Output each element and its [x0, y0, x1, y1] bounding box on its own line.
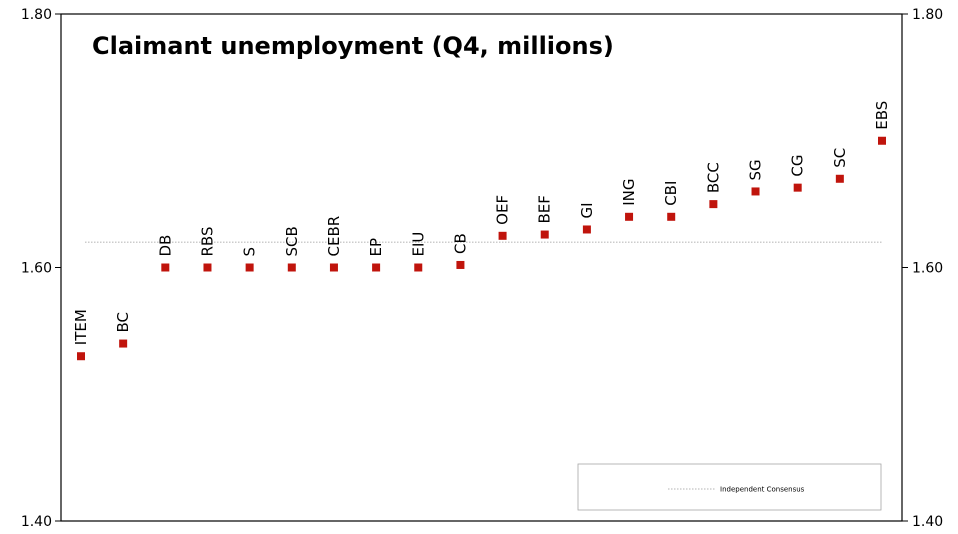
point-label-cbi: CBI — [662, 181, 680, 206]
point-label-item: ITEM — [72, 309, 90, 345]
point-label-cebr: CEBR — [325, 216, 343, 257]
point-label-gi: GI — [578, 202, 596, 218]
point-ep — [372, 263, 381, 272]
point-label-sg: SG — [747, 159, 765, 180]
point-label-ebs: EBS — [873, 101, 891, 130]
axis-ticks: 1.40 1.40 1.60 1.60 1.80 1.80 — [21, 7, 943, 530]
point-label-sc: SC — [831, 148, 849, 168]
point-bcc — [709, 200, 718, 209]
point-label-cb: CB — [451, 233, 469, 254]
point-label-oef: OEF — [494, 195, 512, 225]
point-gi — [582, 225, 591, 234]
point-db — [161, 263, 170, 272]
point-scb — [287, 263, 296, 272]
point-cbi — [667, 212, 676, 221]
point-label-ing: ING — [620, 179, 638, 206]
point-cebr — [329, 263, 338, 272]
point-ing — [625, 212, 634, 221]
point-label-ep: EP — [367, 238, 385, 257]
point-label-bc: BC — [114, 312, 132, 333]
right-tick-label: 1.40 — [912, 514, 943, 530]
plot-area — [60, 13, 903, 522]
chart-title: Claimant unemployment (Q4, millions) — [92, 32, 614, 60]
left-tick-label: 1.40 — [21, 514, 52, 530]
point-label-bcc: BCC — [704, 162, 722, 193]
point-bef — [540, 230, 549, 239]
legend-box — [577, 463, 882, 511]
point-sg — [751, 187, 760, 196]
point-item — [77, 352, 85, 361]
point-label-db: DB — [156, 235, 174, 257]
point-rbs — [203, 263, 212, 272]
point-label-s: S — [241, 247, 259, 257]
point-cb — [456, 260, 465, 269]
point-label-cg: CG — [789, 155, 807, 177]
point-bc — [119, 339, 128, 348]
point-label-eiu: EIU — [409, 232, 427, 257]
data-points: ITEM BC DB RBS S SCB CEBR EP EIU CB OEF BEF GI ING CBI… — [72, 101, 891, 361]
left-tick-label: 1.60 — [21, 261, 52, 277]
point-cg — [793, 183, 802, 192]
point-label-bef: BEF — [536, 195, 554, 223]
point-ebs — [878, 136, 886, 145]
point-eiu — [414, 263, 423, 272]
point-sc — [835, 174, 844, 183]
right-tick-label: 1.60 — [912, 261, 943, 277]
point-s — [245, 263, 254, 272]
left-tick-label: 1.80 — [21, 7, 52, 23]
point-label-scb: SCB — [283, 226, 301, 256]
right-tick-label: 1.80 — [912, 7, 943, 23]
point-label-rbs: RBS — [198, 227, 216, 257]
legend-consensus-label: Independent Consensus — [720, 486, 805, 494]
point-oef — [498, 231, 507, 240]
legend: Independent Consensus — [577, 463, 882, 511]
